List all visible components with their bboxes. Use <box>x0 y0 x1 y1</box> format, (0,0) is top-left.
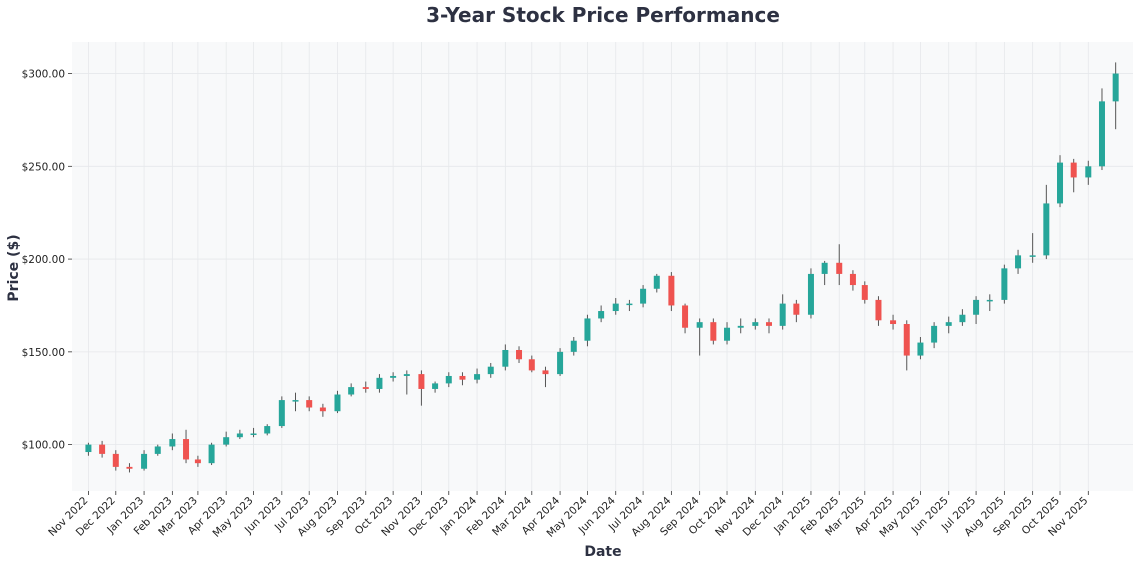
candle-body <box>696 322 703 328</box>
candle-body <box>710 322 717 341</box>
candle-body <box>208 444 215 464</box>
y-tick-label: $300.00 <box>22 69 65 81</box>
candle-body <box>737 325 744 328</box>
candle-body <box>1070 162 1077 178</box>
candle-body <box>459 375 466 380</box>
candle-body <box>779 303 786 326</box>
candle-body <box>668 275 675 306</box>
candle-body <box>85 444 92 453</box>
candle-body <box>1112 73 1119 102</box>
candle-body <box>682 305 689 328</box>
y-axis-title: Price ($) <box>6 234 22 301</box>
candle-body <box>612 303 619 312</box>
candle-body <box>528 359 535 371</box>
candle-body <box>903 324 910 356</box>
y-tick-label: $100.00 <box>22 440 65 452</box>
candle-body <box>154 446 161 454</box>
grid <box>72 42 1133 491</box>
y-axis: $100.00 $150.00 $200.00 $250.00 $300.00 <box>22 69 72 452</box>
y-tick-label: $150.00 <box>22 347 65 359</box>
candle-body <box>931 325 938 343</box>
candle-body <box>250 433 257 435</box>
candle-body <box>849 273 856 286</box>
candle-body <box>1015 255 1022 269</box>
candle-body <box>112 453 119 467</box>
candle-body <box>807 273 814 315</box>
candle-body <box>502 349 509 367</box>
candle-body <box>1057 162 1064 204</box>
candle-body <box>1085 166 1092 178</box>
y-tick-label: $200.00 <box>22 254 65 266</box>
candle-body <box>890 320 897 325</box>
candle-body <box>292 400 299 402</box>
candle-body <box>376 377 383 389</box>
candle-body <box>986 299 993 302</box>
candle-body <box>183 439 190 460</box>
candle-body <box>236 433 243 438</box>
plot-area <box>72 42 1133 491</box>
candle-body <box>1098 101 1105 167</box>
candle-body <box>1001 268 1008 300</box>
candle-body <box>793 303 800 315</box>
candle-body <box>334 394 341 412</box>
candle-body <box>306 400 313 408</box>
chart-title: 3-Year Stock Price Performance <box>426 3 780 27</box>
candle-body <box>570 340 577 352</box>
candle-body <box>141 453 148 469</box>
candle-body <box>1029 255 1036 257</box>
x-axis-title: Date <box>584 544 621 560</box>
candle-body <box>390 375 397 378</box>
candle-body <box>169 439 176 447</box>
candle-body <box>861 285 868 300</box>
candle-body <box>640 288 647 304</box>
candle-body <box>474 374 481 380</box>
candle-body <box>1043 203 1050 256</box>
candle-body <box>598 311 605 319</box>
candle-body <box>516 349 523 360</box>
candle-body <box>836 262 843 274</box>
candle-body <box>264 426 271 434</box>
candle-body <box>626 303 633 306</box>
candle-body <box>653 275 660 289</box>
candle-body <box>319 407 326 412</box>
candle-body <box>752 322 759 326</box>
candle-body <box>126 466 133 469</box>
candles <box>85 62 1119 473</box>
candle-body <box>724 327 731 341</box>
candle-body <box>278 400 285 427</box>
candle-body <box>403 374 410 376</box>
candle-body <box>584 318 591 341</box>
candle-body <box>875 299 882 321</box>
candle-body <box>542 370 549 375</box>
candle-body <box>973 299 980 315</box>
candle-body <box>348 387 355 395</box>
candle-body <box>945 322 952 326</box>
candle-body <box>917 342 924 356</box>
candle-body <box>194 459 201 464</box>
candle-body <box>418 374 425 389</box>
candle-body <box>99 444 106 454</box>
candle-body <box>557 351 564 375</box>
candle-body <box>445 375 452 384</box>
candle-body <box>432 383 439 389</box>
candle-body <box>821 262 828 274</box>
candle-body <box>959 314 966 323</box>
candle-body <box>765 322 772 326</box>
candle-body <box>487 366 494 375</box>
candle-body <box>223 437 230 445</box>
y-tick-label: $250.00 <box>22 161 65 173</box>
candle-body <box>362 387 369 389</box>
